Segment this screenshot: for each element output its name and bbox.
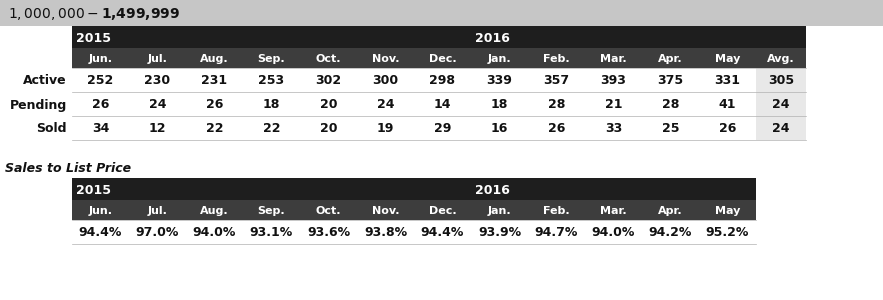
- Text: 21: 21: [605, 98, 623, 112]
- Text: Jan.: Jan.: [487, 54, 511, 64]
- Text: 331: 331: [714, 74, 741, 88]
- Text: 93.8%: 93.8%: [364, 226, 407, 239]
- Text: Aug.: Aug.: [200, 206, 229, 216]
- Text: Sep.: Sep.: [258, 54, 285, 64]
- Text: $1,000,000 - $1,499,999: $1,000,000 - $1,499,999: [8, 6, 180, 22]
- Text: Sales to List Price: Sales to List Price: [5, 163, 131, 176]
- Text: 2016: 2016: [475, 32, 509, 44]
- Text: 28: 28: [547, 98, 565, 112]
- Text: 94.7%: 94.7%: [535, 226, 578, 239]
- Text: 300: 300: [373, 74, 398, 88]
- Text: 20: 20: [320, 122, 337, 136]
- Text: 2016: 2016: [475, 184, 509, 196]
- Text: 2015: 2015: [76, 32, 111, 44]
- Text: 93.6%: 93.6%: [307, 226, 350, 239]
- Text: Dec.: Dec.: [428, 54, 457, 64]
- Text: Sep.: Sep.: [258, 206, 285, 216]
- Text: Dec.: Dec.: [428, 206, 457, 216]
- Text: 2015: 2015: [76, 184, 111, 196]
- Bar: [756, 68, 806, 140]
- Text: Nov.: Nov.: [372, 206, 399, 216]
- Text: Jun.: Jun.: [88, 206, 112, 216]
- Text: 253: 253: [259, 74, 284, 88]
- Text: Apr.: Apr.: [658, 206, 683, 216]
- Text: 357: 357: [543, 74, 570, 88]
- Text: 94.4%: 94.4%: [421, 226, 464, 239]
- Text: 94.0%: 94.0%: [192, 226, 236, 239]
- Text: 24: 24: [377, 98, 394, 112]
- Text: May: May: [715, 54, 740, 64]
- Text: 22: 22: [206, 122, 223, 136]
- Text: 95.2%: 95.2%: [706, 226, 749, 239]
- Text: 24: 24: [148, 98, 166, 112]
- Text: 29: 29: [434, 122, 451, 136]
- Text: Jun.: Jun.: [88, 54, 112, 64]
- Text: 97.0%: 97.0%: [136, 226, 179, 239]
- Text: 252: 252: [87, 74, 114, 88]
- Text: May: May: [715, 206, 740, 216]
- Text: 302: 302: [315, 74, 342, 88]
- Text: 26: 26: [719, 122, 736, 136]
- Text: 375: 375: [658, 74, 683, 88]
- Text: 26: 26: [206, 98, 223, 112]
- Bar: [72, 178, 756, 200]
- Text: Pending: Pending: [10, 98, 67, 112]
- Text: Jul.: Jul.: [147, 54, 168, 64]
- Text: 230: 230: [145, 74, 170, 88]
- Text: 24: 24: [773, 98, 789, 112]
- Text: 93.1%: 93.1%: [250, 226, 293, 239]
- Text: 94.0%: 94.0%: [592, 226, 635, 239]
- Text: Avg.: Avg.: [767, 54, 795, 64]
- Text: Jul.: Jul.: [147, 206, 168, 216]
- Text: Oct.: Oct.: [316, 54, 341, 64]
- Bar: [72, 48, 806, 68]
- Text: 20: 20: [320, 98, 337, 112]
- Text: 12: 12: [148, 122, 166, 136]
- Text: 26: 26: [92, 98, 109, 112]
- Bar: [72, 26, 806, 48]
- Text: 16: 16: [491, 122, 509, 136]
- Text: 94.4%: 94.4%: [79, 226, 122, 239]
- Text: 298: 298: [429, 74, 456, 88]
- Text: Active: Active: [23, 74, 67, 88]
- Text: 231: 231: [201, 74, 228, 88]
- Text: Mar.: Mar.: [600, 54, 627, 64]
- Text: 18: 18: [263, 98, 280, 112]
- Text: Feb.: Feb.: [543, 54, 570, 64]
- Text: Mar.: Mar.: [600, 206, 627, 216]
- Text: 339: 339: [487, 74, 512, 88]
- Text: 18: 18: [491, 98, 509, 112]
- Text: 41: 41: [719, 98, 736, 112]
- Text: 24: 24: [773, 122, 789, 136]
- Text: Jan.: Jan.: [487, 206, 511, 216]
- Bar: [0, 0, 883, 26]
- Text: 93.9%: 93.9%: [478, 226, 521, 239]
- Text: 94.2%: 94.2%: [649, 226, 692, 239]
- Text: Sold: Sold: [36, 122, 67, 136]
- Bar: [72, 200, 756, 220]
- Text: Nov.: Nov.: [372, 54, 399, 64]
- Text: Oct.: Oct.: [316, 206, 341, 216]
- Text: 26: 26: [547, 122, 565, 136]
- Text: Aug.: Aug.: [200, 54, 229, 64]
- Text: 28: 28: [662, 98, 679, 112]
- Text: 14: 14: [434, 98, 451, 112]
- Text: 393: 393: [600, 74, 626, 88]
- Text: 33: 33: [605, 122, 623, 136]
- Text: 22: 22: [263, 122, 280, 136]
- Text: 25: 25: [661, 122, 679, 136]
- Text: Feb.: Feb.: [543, 206, 570, 216]
- Text: Apr.: Apr.: [658, 54, 683, 64]
- Text: 19: 19: [377, 122, 394, 136]
- Text: 305: 305: [768, 74, 794, 88]
- Text: 34: 34: [92, 122, 109, 136]
